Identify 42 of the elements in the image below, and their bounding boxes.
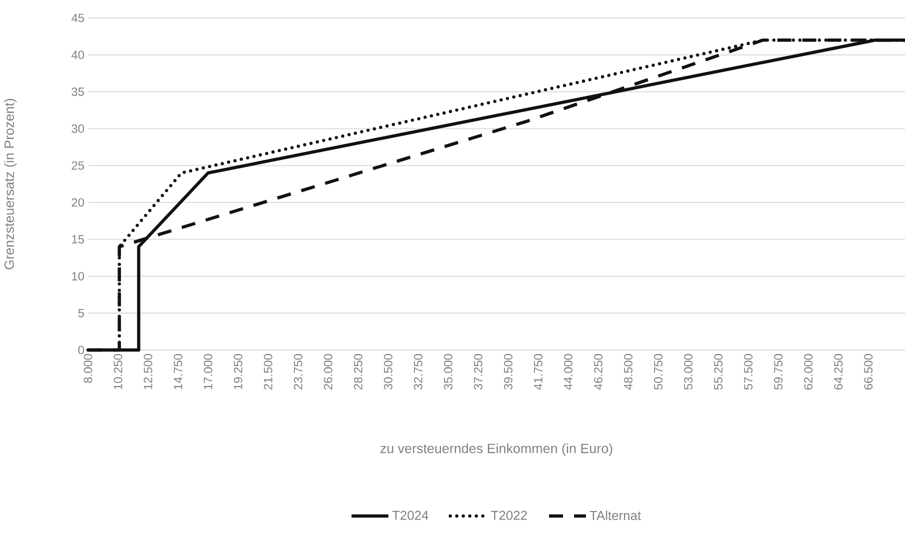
legend-label: T2024 [392, 510, 428, 520]
x-tick-label: 17.000 [204, 354, 212, 390]
legend-label: TAlternat [590, 510, 641, 520]
x-tick-label: 26.000 [324, 354, 332, 390]
y-tick-label: 25 [72, 161, 84, 170]
y-tick-label: 30 [72, 124, 84, 133]
x-tick-label: 57.500 [744, 354, 753, 390]
x-tick-label: 48.500 [624, 354, 632, 390]
y-tick-label: 0 [78, 346, 84, 354]
x-tick-label: 8.000 [84, 354, 92, 383]
x-tick-label: 39.500 [504, 354, 512, 390]
y-tick-label: 35 [72, 88, 84, 96]
x-tick-label: 44.000 [564, 354, 572, 390]
legend-label: T2022 [491, 510, 527, 520]
y-tick-label: 15 [72, 235, 84, 244]
x-tick-label: 10.250 [114, 354, 122, 390]
x-tick-label: 35.000 [444, 354, 452, 390]
x-tick-label: 28.250 [354, 354, 362, 390]
x-tick-label: 21.500 [264, 354, 272, 390]
x-tick-label: 30.500 [384, 354, 392, 390]
x-tick-label: 62.000 [804, 354, 813, 390]
x-tick-label: 50.750 [654, 354, 662, 390]
x-tick-label: 59.750 [774, 354, 783, 390]
x-tick-label: 19.250 [234, 354, 242, 390]
x-tick-label: 23.750 [294, 354, 302, 390]
x-tick-label: 46.250 [594, 354, 602, 390]
x-tick-label: 66.500 [864, 354, 873, 390]
x-tick-label: 53.000 [684, 354, 692, 390]
x-tick-label: 37.250 [474, 354, 482, 390]
x-tick-label: 41.750 [534, 354, 542, 390]
x-tick-label: 12.500 [144, 354, 152, 390]
y-tick-label: 5 [78, 308, 84, 318]
x-tick-label: 55.250 [714, 354, 722, 390]
y-tick-label: 45 [71, 14, 84, 22]
x-tick-label: 32.750 [414, 354, 422, 390]
x-tick-label: 14.750 [174, 354, 182, 390]
y-tick-label: 10 [72, 272, 84, 280]
x-axis-title: zu versteuerndes Einkommen (in Euro) [380, 443, 612, 456]
y-tick-label: 40 [71, 50, 84, 60]
y-tick-label: 20 [72, 198, 84, 207]
x-tick-label: 64.250 [834, 354, 843, 390]
y-axis-title: Grenzsteuersatz (in Prozent) [4, 98, 17, 270]
